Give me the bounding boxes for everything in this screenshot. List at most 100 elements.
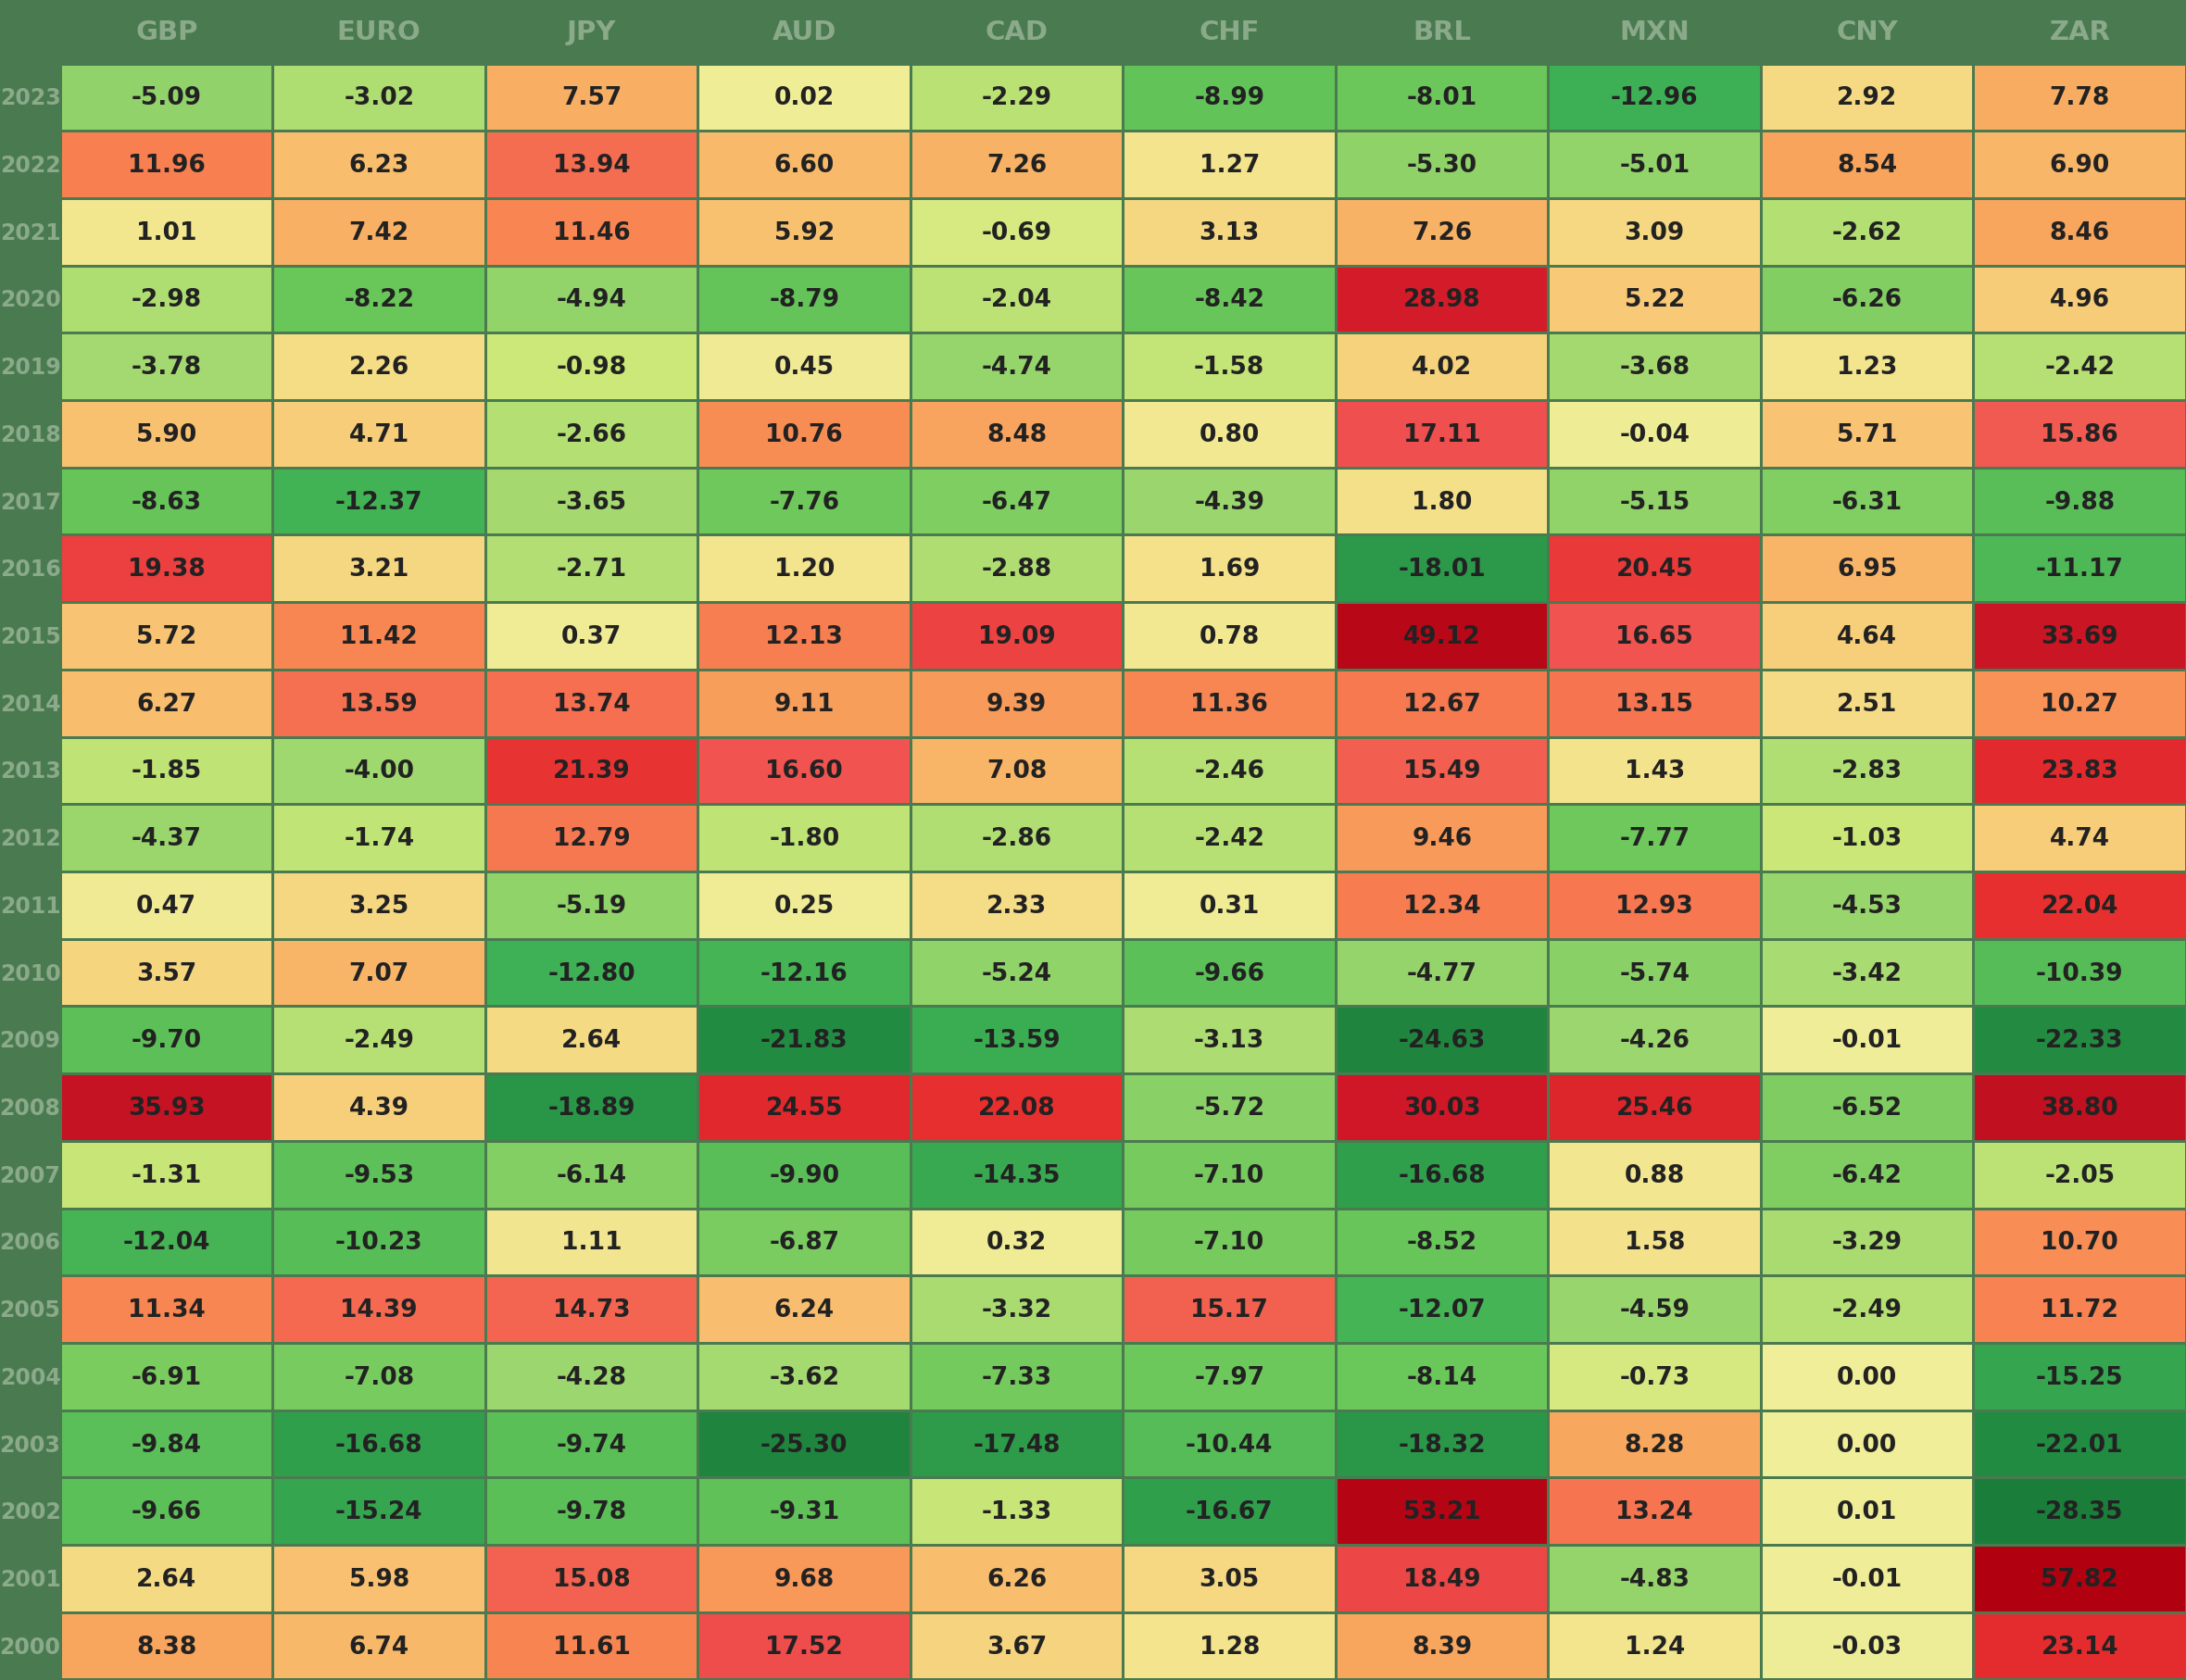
Bar	[1974, 1008, 2184, 1074]
Bar	[273, 269, 483, 333]
Bar	[1762, 874, 1972, 939]
Text: 2010: 2010	[0, 963, 61, 984]
Text: 11.61: 11.61	[553, 1635, 630, 1658]
Text: -6.91: -6.91	[131, 1366, 201, 1389]
Text: -3.13: -3.13	[1194, 1028, 1266, 1053]
Text: 0.80: 0.80	[1200, 423, 1259, 447]
Text: 7.26: 7.26	[986, 153, 1047, 178]
Bar	[700, 269, 909, 333]
Text: -3.62: -3.62	[769, 1366, 839, 1389]
Bar	[1550, 739, 1760, 803]
Bar	[1550, 1075, 1760, 1141]
Bar	[1550, 470, 1760, 534]
Bar	[1124, 1547, 1333, 1611]
Bar	[912, 1346, 1121, 1410]
Text: -7.76: -7.76	[769, 491, 839, 514]
Bar	[700, 1413, 909, 1477]
Bar	[1338, 941, 1548, 1006]
Bar	[1338, 269, 1548, 333]
Text: -5.24: -5.24	[982, 961, 1051, 986]
Text: 2002: 2002	[0, 1500, 61, 1522]
Bar	[61, 336, 271, 400]
Bar	[487, 605, 697, 669]
Bar	[912, 202, 1121, 265]
Text: -3.68: -3.68	[1620, 356, 1690, 380]
Text: 17.11: 17.11	[1403, 423, 1480, 447]
Bar	[1338, 133, 1548, 198]
Text: 2.51: 2.51	[1836, 692, 1897, 716]
Text: 0.31: 0.31	[1200, 894, 1259, 917]
Bar	[1974, 806, 2184, 870]
Text: 15.17: 15.17	[1191, 1299, 1268, 1322]
Bar	[487, 269, 697, 333]
Text: 4.96: 4.96	[2050, 289, 2109, 312]
Text: -0.98: -0.98	[557, 356, 627, 380]
Text: 8.48: 8.48	[986, 423, 1047, 447]
Text: -2.49: -2.49	[343, 1028, 415, 1053]
Text: 14.73: 14.73	[553, 1299, 630, 1322]
Text: -21.83: -21.83	[761, 1028, 848, 1053]
Bar	[273, 336, 483, 400]
Bar	[700, 1075, 909, 1141]
Bar	[1762, 1480, 1972, 1544]
Bar	[273, 1547, 483, 1611]
Text: -7.08: -7.08	[343, 1366, 415, 1389]
Bar	[1974, 133, 2184, 198]
Bar	[273, 1614, 483, 1678]
Text: 12.67: 12.67	[1403, 692, 1480, 716]
Text: -3.65: -3.65	[557, 491, 627, 514]
Text: 2016: 2016	[0, 558, 61, 581]
Bar	[1338, 1547, 1548, 1611]
Text: -17.48: -17.48	[973, 1433, 1060, 1457]
Bar	[700, 336, 909, 400]
Bar	[912, 806, 1121, 870]
Bar	[273, 1142, 483, 1208]
Text: 2005: 2005	[0, 1299, 61, 1320]
Bar	[1124, 470, 1333, 534]
Text: BRL: BRL	[1412, 20, 1471, 45]
Bar	[912, 1008, 1121, 1074]
Text: 1.23: 1.23	[1836, 356, 1897, 380]
Text: 6.26: 6.26	[986, 1567, 1047, 1591]
Bar	[912, 1142, 1121, 1208]
Text: -8.22: -8.22	[343, 289, 415, 312]
Text: CHF: CHF	[1200, 20, 1259, 45]
Bar	[1974, 66, 2184, 131]
Text: -8.79: -8.79	[769, 289, 839, 312]
Text: 13.24: 13.24	[1615, 1500, 1694, 1524]
Bar	[1338, 403, 1548, 467]
Bar	[487, 1413, 697, 1477]
Text: -4.28: -4.28	[557, 1366, 627, 1389]
Bar	[61, 806, 271, 870]
Text: 12.34: 12.34	[1403, 894, 1480, 917]
Text: 9.39: 9.39	[986, 692, 1047, 716]
Bar	[487, 470, 697, 534]
Text: -2.42: -2.42	[2044, 356, 2114, 380]
Bar	[61, 470, 271, 534]
Text: -6.26: -6.26	[1832, 289, 1902, 312]
Text: 2011: 2011	[0, 895, 61, 917]
Text: 11.34: 11.34	[127, 1299, 205, 1322]
Bar	[1974, 1277, 2184, 1342]
Text: 35.93: 35.93	[127, 1095, 205, 1121]
Text: 12.79: 12.79	[553, 827, 630, 850]
Bar	[1124, 941, 1333, 1006]
Bar	[61, 1277, 271, 1342]
Bar	[700, 1480, 909, 1544]
Text: 13.15: 13.15	[1615, 692, 1694, 716]
Text: 2013: 2013	[0, 761, 61, 783]
Bar	[912, 1614, 1121, 1678]
Bar	[273, 672, 483, 736]
Text: -2.98: -2.98	[131, 289, 201, 312]
Text: -0.69: -0.69	[982, 222, 1051, 245]
Bar	[1974, 403, 2184, 467]
Bar	[1762, 672, 1972, 736]
Text: -5.74: -5.74	[1620, 961, 1690, 986]
Text: 28.98: 28.98	[1403, 289, 1480, 312]
Text: -2.66: -2.66	[557, 423, 627, 447]
Bar	[700, 1008, 909, 1074]
Bar	[61, 66, 271, 131]
Text: 2014: 2014	[0, 694, 61, 716]
Text: -22.33: -22.33	[2035, 1028, 2123, 1053]
Text: -1.74: -1.74	[343, 827, 415, 850]
